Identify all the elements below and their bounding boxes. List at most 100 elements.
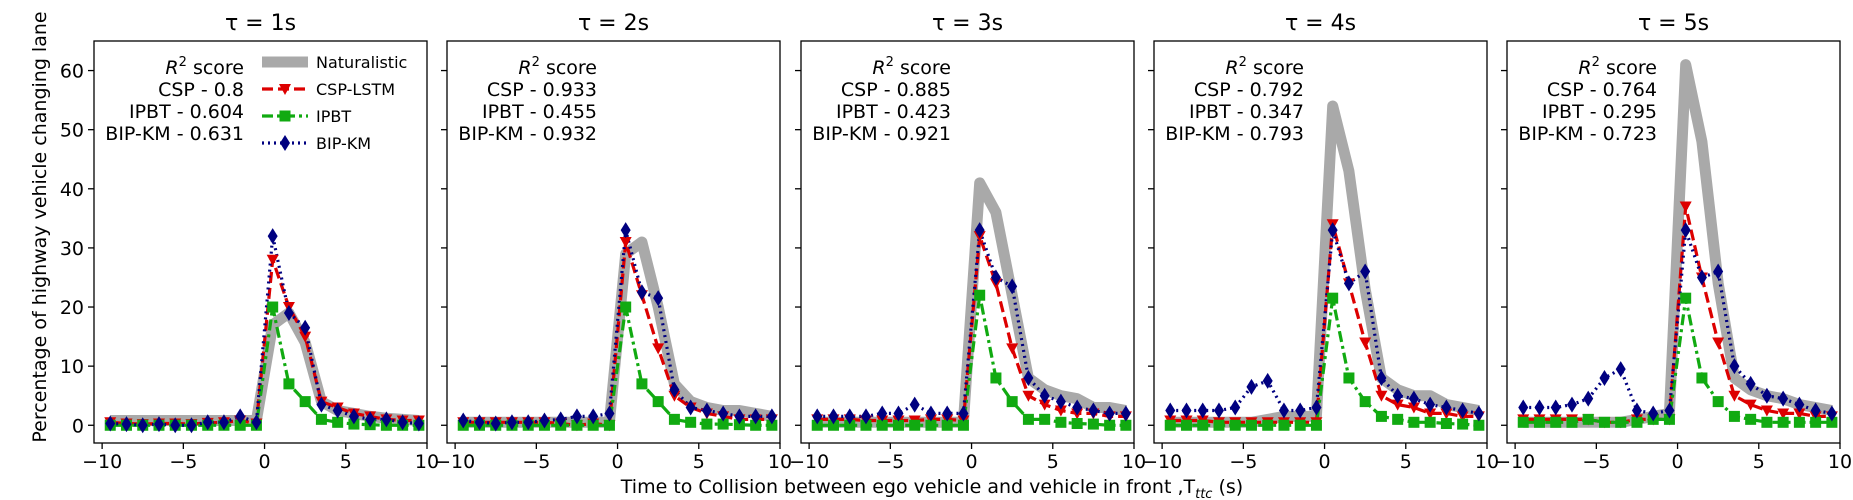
marker-bip xyxy=(1376,369,1387,386)
marker-bip xyxy=(490,415,501,432)
marker-bip xyxy=(1664,402,1675,419)
score-heading: R2 score xyxy=(165,55,244,79)
marker-bip xyxy=(812,408,823,425)
marker-csp xyxy=(1022,390,1035,402)
marker-ipbt xyxy=(1180,419,1192,431)
score-line: BIP-KM - 0.921 xyxy=(812,123,951,145)
marker-ipbt xyxy=(1310,419,1322,431)
marker-bip xyxy=(137,417,148,434)
legend: Naturalistic CSP-LSTM IPBT BIP-KM xyxy=(262,53,407,153)
marker-ipbt xyxy=(1343,372,1355,384)
marker-ipbt xyxy=(860,419,872,431)
marker-bip xyxy=(1615,361,1626,378)
marker-ipbt xyxy=(299,396,311,408)
marker-bip xyxy=(1794,396,1805,413)
marker-bip xyxy=(701,402,712,419)
score-heading-sup: 2 xyxy=(886,55,894,70)
marker-ipbt xyxy=(315,413,327,425)
plot-area xyxy=(457,222,778,432)
marker-ipbt xyxy=(1826,416,1838,428)
x-tick-label: 10 xyxy=(1828,451,1852,473)
marker-bip xyxy=(539,412,550,429)
marker-csp xyxy=(1679,201,1692,213)
marker-bip xyxy=(734,408,745,425)
marker-bip xyxy=(1262,372,1273,389)
marker-bip xyxy=(1810,402,1821,419)
marker-csp xyxy=(1728,390,1741,402)
marker-ipbt xyxy=(1055,416,1067,428)
marker-csp xyxy=(1793,408,1806,420)
marker-ipbt xyxy=(827,419,839,431)
marker-ipbt xyxy=(1262,419,1274,431)
series-line-naturalistic xyxy=(817,177,1127,428)
marker-bip xyxy=(1120,405,1131,422)
x-tick-label: −10 xyxy=(82,451,122,473)
marker-ipbt xyxy=(685,416,697,428)
marker-bip xyxy=(474,414,485,431)
marker-ipbt xyxy=(1245,419,1257,431)
marker-ipbt xyxy=(1473,419,1485,431)
marker-csp xyxy=(1712,337,1725,349)
score-heading-r: R xyxy=(1225,57,1238,79)
y-tick-label: 60 xyxy=(60,61,84,83)
marker-ipbt xyxy=(1006,396,1018,408)
legend-label-naturalistic: Naturalistic xyxy=(316,53,407,72)
marker-ipbt xyxy=(571,419,583,431)
marker-bip xyxy=(1023,369,1034,386)
axes-frame xyxy=(93,40,428,444)
marker-bip xyxy=(685,399,696,416)
legend-marker-bip xyxy=(280,135,290,151)
x-tick-label: 10 xyxy=(1122,451,1146,473)
marker-ipbt xyxy=(1728,410,1740,422)
x-axis-label-main: Time to Collision between ego vehicle an… xyxy=(620,476,1196,498)
marker-ipbt xyxy=(1457,418,1469,430)
marker-bip xyxy=(588,408,599,425)
marker-csp xyxy=(1054,405,1067,417)
x-tick-label: 10 xyxy=(415,451,439,473)
marker-ipbt xyxy=(974,289,986,301)
marker-ipbt xyxy=(1566,416,1578,428)
marker-ipbt xyxy=(1104,419,1116,431)
x-tick-label: 0 xyxy=(612,451,624,473)
score-heading-rest: score xyxy=(1600,57,1657,79)
x-tick-label: −10 xyxy=(1142,451,1182,473)
marker-bip xyxy=(1246,378,1257,395)
marker-bip xyxy=(365,411,376,428)
x-tick-label: 10 xyxy=(768,451,792,473)
score-line: IPBT - 0.604 xyxy=(129,101,244,123)
x-tick-label: 10 xyxy=(1475,451,1499,473)
marker-ipbt xyxy=(603,419,615,431)
marker-ipbt xyxy=(1696,372,1708,384)
marker-bip xyxy=(523,414,534,431)
marker-bip xyxy=(1425,396,1436,413)
marker-bip xyxy=(653,290,664,307)
y-tick-label: 20 xyxy=(60,297,84,319)
marker-ipbt xyxy=(1278,419,1290,431)
chart-title: τ = 1s xyxy=(225,11,296,36)
axes-frame xyxy=(1506,40,1841,444)
x-tick-label: −5 xyxy=(876,451,904,473)
score-heading-rest: score xyxy=(894,57,951,79)
marker-bip xyxy=(925,405,936,422)
legend-marker-csp xyxy=(279,84,291,95)
marker-csp xyxy=(1424,408,1437,420)
marker-bip xyxy=(1039,387,1050,404)
marker-ipbt xyxy=(1087,418,1099,430)
marker-bip xyxy=(316,396,327,413)
marker-ipbt xyxy=(1408,416,1420,428)
score-line: BIP-KM - 0.723 xyxy=(1518,123,1657,145)
marker-ipbt xyxy=(717,418,729,430)
marker-bip xyxy=(877,405,888,422)
score-line: CSP - 0.764 xyxy=(1547,79,1657,101)
marker-bip xyxy=(1648,405,1659,422)
marker-bip xyxy=(1696,269,1707,286)
x-tick-label: −5 xyxy=(1582,451,1610,473)
x-tick-label: −5 xyxy=(169,451,197,473)
score-heading-r: R xyxy=(1578,57,1591,79)
marker-bip xyxy=(1566,396,1577,413)
marker-bip xyxy=(300,319,311,336)
marker-bip xyxy=(1457,402,1468,419)
